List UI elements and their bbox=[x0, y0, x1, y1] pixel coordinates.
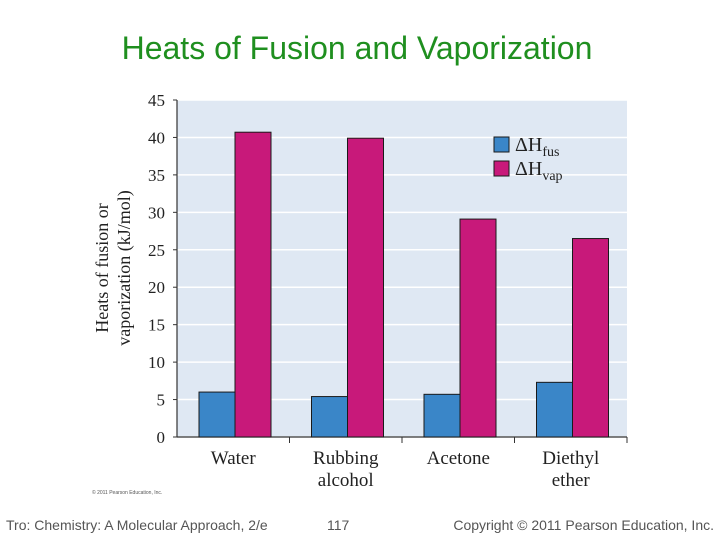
legend-swatch-fus bbox=[493, 136, 510, 153]
footer-course: Tro: Chemistry: A Molecular Approach, 2/… bbox=[6, 517, 268, 533]
y-tick-label: 0 bbox=[157, 428, 166, 447]
legend-symbol: ΔH bbox=[515, 134, 542, 156]
y-axis-label-line: vaporization (kJ/mol) bbox=[114, 190, 135, 345]
legend-swatch-vap bbox=[493, 160, 510, 177]
bar-fus bbox=[311, 396, 348, 438]
legend-label-fus: ΔHfus bbox=[515, 134, 559, 160]
x-category-label-line: alcohol bbox=[318, 470, 374, 491]
y-axis-label-line: Heats of fusion or bbox=[92, 203, 112, 332]
x-category-label: Diethyl ether bbox=[542, 448, 599, 491]
y-tick-label: 20 bbox=[148, 278, 165, 297]
legend-subscript: fus bbox=[542, 145, 559, 160]
x-category-label-line: Acetone bbox=[427, 448, 490, 469]
bar-vap bbox=[234, 131, 272, 438]
bar-fus bbox=[198, 391, 236, 438]
y-tick-label: 5 bbox=[157, 391, 166, 410]
bar-fus bbox=[423, 393, 461, 438]
x-category-label-line: Rubbing bbox=[313, 448, 379, 469]
legend-label-vap: ΔHvap bbox=[515, 158, 563, 184]
bar-vap bbox=[347, 137, 384, 438]
x-category-label: Acetone bbox=[427, 448, 490, 469]
y-tick-label: 25 bbox=[148, 241, 165, 260]
y-axis-label: Heats of fusion or vaporization (kJ/mol) bbox=[92, 190, 135, 345]
y-tick-label: 30 bbox=[148, 203, 165, 222]
slide-title: Heats of Fusion and Vaporization bbox=[121, 30, 593, 66]
legend-symbol: ΔH bbox=[515, 158, 542, 180]
bar-vap bbox=[459, 218, 497, 438]
x-category-label-line: Diethyl bbox=[542, 448, 599, 469]
y-tick-label: 45 bbox=[148, 91, 165, 110]
bar-fus bbox=[536, 381, 573, 438]
chart-credit: © 2011 Pearson Education, Inc. bbox=[92, 489, 162, 496]
x-category-label: Rubbing alcohol bbox=[313, 448, 379, 491]
y-tick-label: 40 bbox=[148, 128, 165, 147]
bar-vap bbox=[572, 238, 609, 438]
x-category-label-line: Water bbox=[211, 448, 257, 469]
legend-subscript: vap bbox=[542, 169, 562, 184]
y-tick-label: 15 bbox=[148, 316, 165, 335]
footer-copyright: Copyright © 2011 Pearson Education, Inc. bbox=[453, 517, 714, 533]
y-tick-label: 35 bbox=[148, 166, 165, 185]
y-tick-label: 10 bbox=[148, 353, 165, 372]
footer-page-number: 117 bbox=[327, 517, 350, 533]
x-category-label-line: ether bbox=[552, 470, 591, 491]
x-category-label: Water bbox=[211, 448, 257, 469]
